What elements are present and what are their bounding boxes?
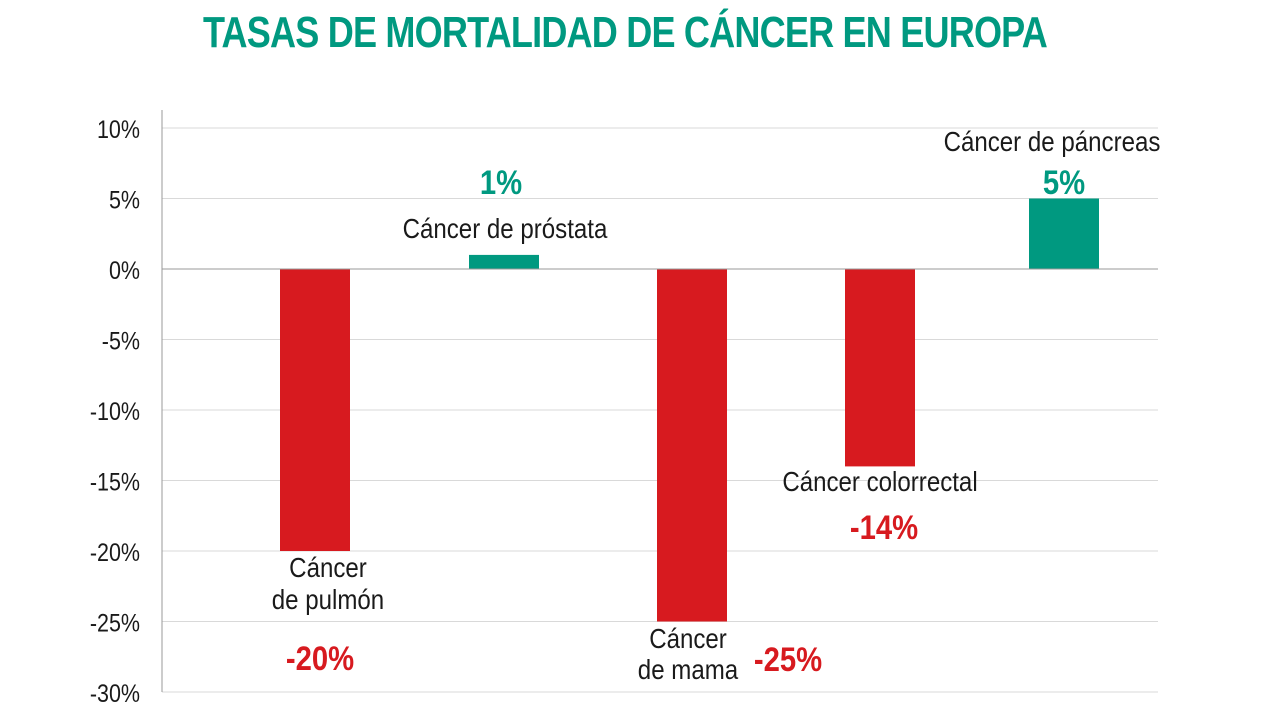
category-label: Cáncer [649,622,727,654]
category-label: de mama [638,653,739,685]
category-label: de pulmón [272,583,384,615]
y-tick-label: 0% [109,256,140,284]
value-label: 5% [1043,163,1085,202]
y-tick-label: 5% [109,186,140,214]
axes [161,110,1158,692]
y-tick-label: -20% [90,538,140,566]
y-tick-label: -25% [90,609,140,637]
bar [469,254,539,269]
value-label: -25% [754,640,822,679]
y-tick-label: -15% [90,468,140,496]
category-label: Cáncer de páncreas [944,125,1161,157]
bars [280,198,1099,622]
category-label: Cáncer colorrectal [782,465,977,497]
value-label: -14% [850,508,918,547]
y-tick-label: -5% [102,327,140,355]
chart-title: TASAS DE MORTALIDAD DE CÁNCER EN EUROPA [203,8,1048,57]
y-tick-label: -30% [90,679,140,707]
bar [280,269,350,551]
category-label: Cáncer de próstata [403,212,608,244]
y-tick-labels: 10% 5% 0% -5% -10% -15% -20% -25% -30% [90,115,140,707]
category-label: Cáncer [289,551,367,583]
bar [845,269,915,467]
value-label: -20% [286,639,354,678]
y-tick-label: 10% [97,115,140,143]
value-label: 1% [480,163,522,202]
y-tick-label: -10% [90,397,140,425]
bar [657,269,727,622]
bar [1029,198,1099,269]
